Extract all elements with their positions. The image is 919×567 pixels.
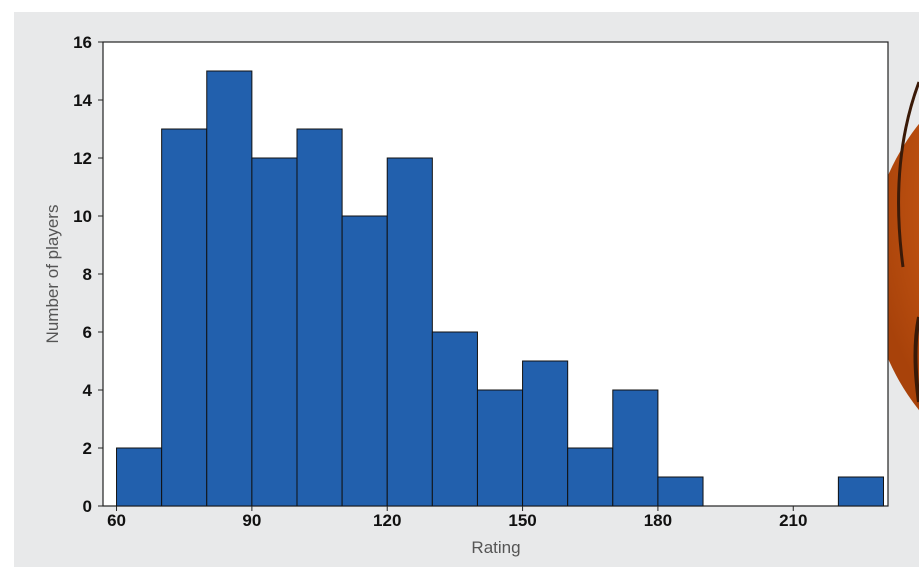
y-tick-label: 8	[83, 265, 92, 284]
y-tick-label: 16	[73, 33, 92, 52]
histogram-bar	[386, 157, 433, 507]
x-tick-label: 120	[373, 511, 401, 530]
y-tick-label: 2	[83, 439, 92, 458]
histogram-bar	[612, 389, 659, 507]
y-tick-label: 10	[73, 207, 92, 226]
x-tick-label: 150	[508, 511, 536, 530]
histogram-bar	[296, 128, 343, 507]
y-axis-title: Number of players	[43, 205, 62, 344]
chart-panel: 60 90 120 150 180 210 0 2 4 6 8 10 12 14 16 Rating Nu…	[14, 12, 919, 567]
y-tick-label: 0	[83, 497, 92, 516]
histogram-bar	[522, 360, 569, 507]
histogram-bar	[657, 476, 704, 507]
bars-group	[116, 70, 884, 507]
x-tick-label: 180	[644, 511, 672, 530]
y-tick-label: 14	[73, 91, 92, 110]
histogram-bar	[476, 389, 524, 507]
x-axis-title: Rating	[471, 538, 520, 557]
x-axis-ticks: 60 90 120 150 180 210	[107, 506, 807, 530]
histogram-bar	[837, 476, 884, 507]
histogram-bar	[206, 70, 253, 507]
histogram-bar	[431, 331, 478, 507]
x-tick-label: 90	[242, 511, 261, 530]
x-tick-label: 210	[779, 511, 807, 530]
y-tick-label: 4	[83, 381, 93, 400]
y-axis-ticks: 0 2 4 6 8 10 12 14 16	[73, 33, 103, 516]
y-tick-label: 12	[73, 149, 92, 168]
histogram-chart: 60 90 120 150 180 210 0 2 4 6 8 10 12 14 16 Rating Nu…	[43, 33, 919, 557]
histogram-bar	[567, 447, 614, 507]
histogram-bar	[341, 215, 388, 507]
histogram-bar	[161, 128, 208, 507]
y-tick-label: 6	[83, 323, 92, 342]
histogram-bar	[116, 447, 163, 507]
histogram-bar	[251, 157, 298, 507]
x-tick-label: 60	[107, 511, 126, 530]
